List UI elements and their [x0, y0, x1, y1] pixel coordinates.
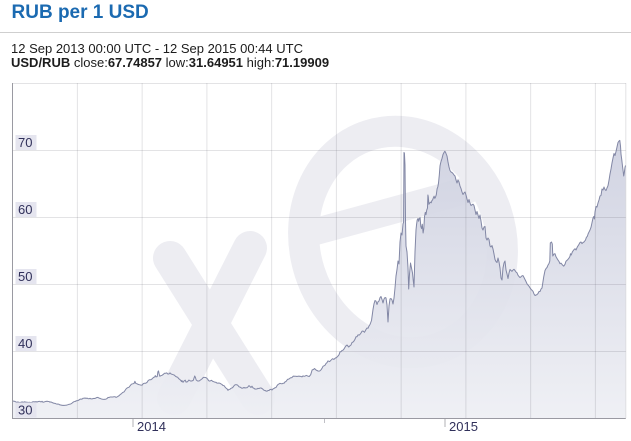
- svg-text:40: 40: [18, 336, 32, 351]
- svg-text:50: 50: [18, 269, 32, 284]
- svg-text:2014: 2014: [137, 419, 166, 434]
- svg-text:70: 70: [18, 135, 32, 150]
- svg-text:30: 30: [18, 403, 32, 418]
- svg-text:60: 60: [18, 202, 32, 217]
- svg-text:2015: 2015: [449, 419, 478, 434]
